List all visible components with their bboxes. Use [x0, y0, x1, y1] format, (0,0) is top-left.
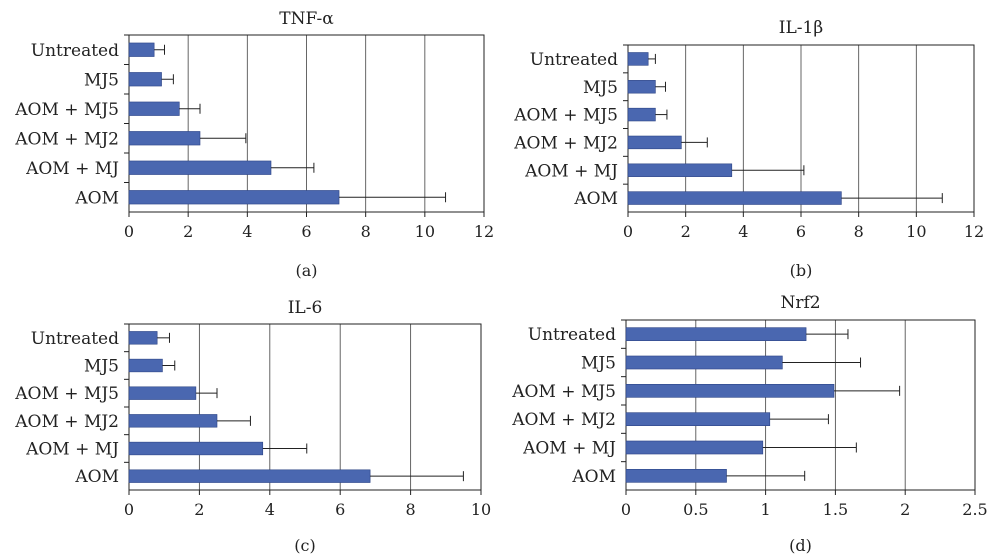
bar	[128, 414, 218, 428]
category-label: AOM + MJ	[522, 439, 616, 459]
category-label: MJ5	[84, 357, 119, 377]
category-label: MJ5	[84, 70, 119, 90]
chart-title: Nrf2	[780, 293, 820, 313]
bar	[625, 412, 771, 426]
category-label: Untreated	[530, 50, 618, 70]
chart-title: TNF-α	[279, 9, 334, 29]
bar	[128, 190, 340, 205]
x-tick-label: 0	[623, 222, 633, 241]
x-tick-label: 0	[124, 500, 134, 519]
chart-title: IL-1β	[779, 18, 823, 38]
bar	[128, 72, 162, 87]
x-tick-label: 10	[415, 222, 435, 241]
bar	[627, 135, 682, 150]
bar	[625, 384, 835, 398]
category-label: MJ5	[583, 78, 618, 98]
x-tick-label: 0	[621, 500, 631, 519]
panel-label: (a)	[295, 261, 317, 280]
x-tick-label: 8	[361, 222, 371, 241]
bar	[627, 163, 733, 177]
x-tick-label: 2	[183, 222, 193, 241]
x-tick-label: 12	[474, 222, 494, 241]
panel-d: Nrf2 (d) 0 0.5 1 1.5 2 2.5 Untreated MJ5 AOM + M…	[511, 293, 987, 555]
category-label: AOM + MJ2	[14, 412, 119, 432]
x-tick-label: 8	[854, 222, 864, 241]
category-label: Untreated	[528, 325, 616, 345]
bar	[627, 107, 656, 122]
x-tick-label: 12	[964, 222, 984, 241]
bar	[128, 160, 272, 175]
category-label: Untreated	[31, 41, 119, 61]
bar	[128, 101, 180, 116]
category-label: AOM + MJ2	[14, 129, 119, 149]
x-tick-label: 0	[124, 222, 134, 241]
bar	[128, 358, 163, 373]
category-label: AOM	[571, 467, 616, 487]
bar	[128, 131, 201, 146]
category-label: AOM	[74, 467, 119, 487]
panel-a: TNF-α (a) 0 2 4 6 8 10 12 Untreated MJ5 AOM + MJ5…	[14, 9, 494, 280]
x-tick-label: 6	[301, 222, 311, 241]
category-label: AOM + MJ	[25, 440, 119, 460]
bar	[625, 355, 783, 370]
panel-label: (d)	[789, 536, 812, 555]
x-tick-label: 2.5	[962, 500, 987, 519]
bar	[625, 327, 807, 341]
x-tick-label: 4	[738, 222, 748, 241]
plot-frame	[625, 319, 976, 491]
bar	[625, 440, 764, 455]
category-label: AOM + MJ5	[513, 106, 618, 126]
category-label: AOM + MJ5	[14, 384, 119, 404]
x-tick-label: 0.5	[683, 500, 708, 519]
bar	[128, 331, 158, 345]
plot-frame	[128, 323, 482, 491]
bar	[128, 469, 371, 483]
panel-label: (b)	[790, 261, 813, 280]
category-label: AOM	[74, 188, 119, 208]
x-tick-label: 8	[406, 500, 416, 519]
bar	[625, 469, 727, 483]
x-tick-label: 4	[242, 222, 252, 241]
bar	[627, 52, 649, 66]
category-label: MJ5	[581, 354, 616, 374]
category-label: AOM	[573, 189, 618, 209]
x-tick-label: 6	[796, 222, 806, 241]
x-tick-label: 6	[335, 500, 345, 519]
bar	[128, 42, 155, 57]
category-label: AOM + MJ5	[511, 382, 616, 402]
bar	[128, 386, 197, 400]
panel-label: (c)	[294, 536, 315, 555]
x-tick-label: 2	[681, 222, 691, 241]
category-label: AOM + MJ2	[513, 133, 618, 153]
x-tick-label: 2	[194, 500, 204, 519]
category-label: AOM + MJ	[25, 159, 119, 179]
x-tick-label: 10	[906, 222, 926, 241]
category-label: AOM + MJ2	[511, 410, 616, 430]
panel-c: IL-6 (c) 0 2 4 6 8 10 Untreated MJ5 AOM + MJ5 AOM…	[14, 298, 491, 555]
x-tick-label: 2	[900, 500, 910, 519]
category-label: AOM + MJ5	[14, 100, 119, 120]
bar	[627, 191, 842, 205]
x-tick-label: 10	[471, 500, 491, 519]
x-tick-label: 1.5	[823, 500, 848, 519]
x-tick-label: 1	[761, 500, 771, 519]
panel-b: IL-1β (b) 0 2 4 6 8 10 12 Untreated MJ5 AOM + MJ5…	[513, 18, 984, 280]
category-label: Untreated	[31, 329, 119, 349]
category-label: AOM + MJ	[524, 161, 618, 181]
x-tick-label: 4	[265, 500, 275, 519]
chart-title: IL-6	[288, 298, 323, 318]
bar	[627, 80, 656, 94]
bar	[128, 441, 264, 456]
